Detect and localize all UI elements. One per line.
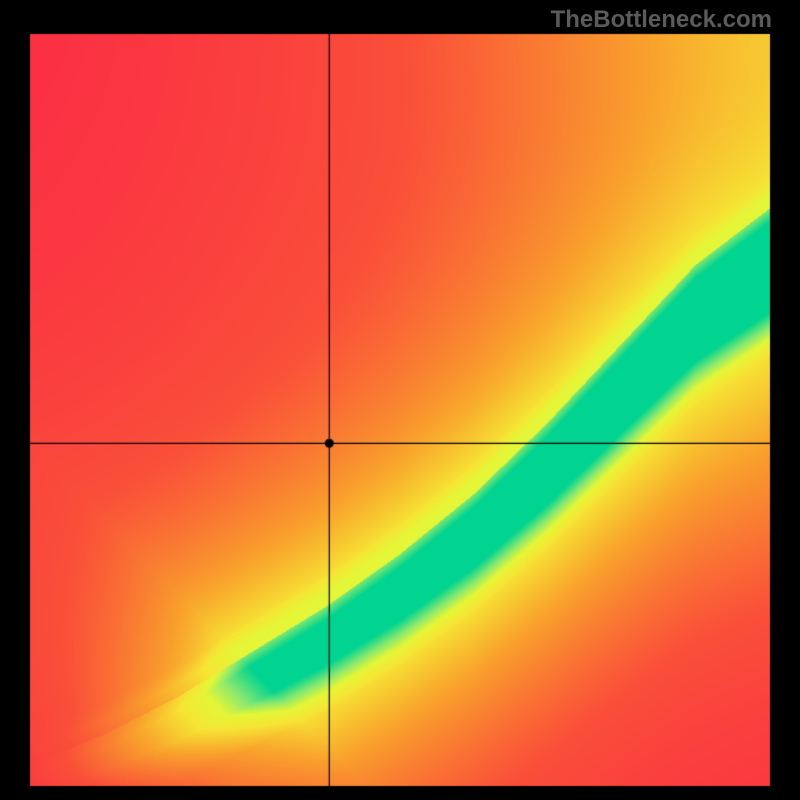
chart-container: TheBottleneck.com [0,0,800,800]
heatmap-canvas [0,0,800,800]
watermark-text: TheBottleneck.com [551,6,772,34]
